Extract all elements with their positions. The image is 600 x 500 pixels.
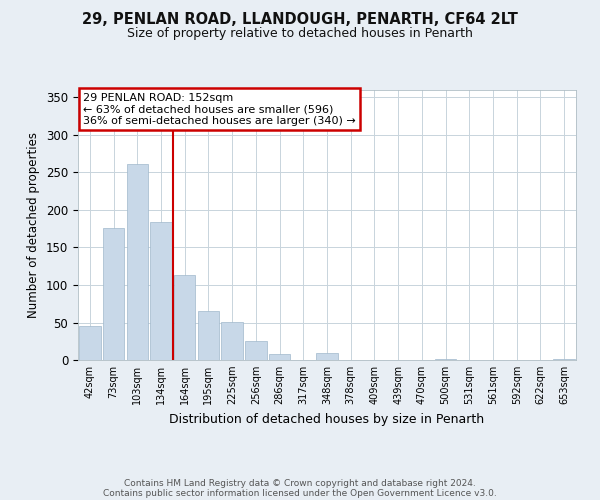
- Bar: [127, 164, 148, 360]
- Bar: [198, 311, 219, 360]
- Bar: [103, 228, 124, 360]
- Bar: [269, 354, 290, 360]
- Bar: [435, 358, 456, 360]
- X-axis label: Distribution of detached houses by size in Penarth: Distribution of detached houses by size …: [169, 412, 485, 426]
- Bar: [221, 322, 243, 360]
- Bar: [316, 353, 338, 360]
- Bar: [553, 358, 575, 360]
- Text: Size of property relative to detached houses in Penarth: Size of property relative to detached ho…: [127, 28, 473, 40]
- Bar: [151, 222, 172, 360]
- Text: 29, PENLAN ROAD, LLANDOUGH, PENARTH, CF64 2LT: 29, PENLAN ROAD, LLANDOUGH, PENARTH, CF6…: [82, 12, 518, 28]
- Text: 29 PENLAN ROAD: 152sqm
← 63% of detached houses are smaller (596)
36% of semi-de: 29 PENLAN ROAD: 152sqm ← 63% of detached…: [83, 92, 356, 126]
- Text: Contains public sector information licensed under the Open Government Licence v3: Contains public sector information licen…: [103, 488, 497, 498]
- Bar: [174, 274, 196, 360]
- Text: Contains HM Land Registry data © Crown copyright and database right 2024.: Contains HM Land Registry data © Crown c…: [124, 478, 476, 488]
- Y-axis label: Number of detached properties: Number of detached properties: [28, 132, 40, 318]
- Bar: [245, 341, 266, 360]
- Bar: [79, 326, 101, 360]
